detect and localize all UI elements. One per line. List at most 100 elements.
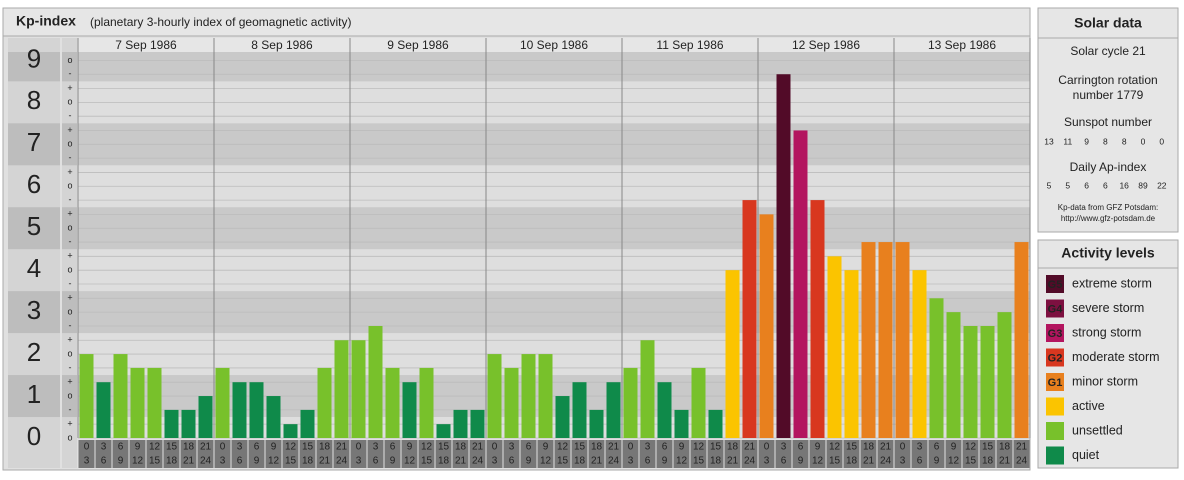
interval-start: 12 [421, 442, 433, 453]
interval-cell [435, 440, 452, 468]
minor-tick-label: o [67, 307, 72, 317]
y-tick-label: 7 [27, 127, 41, 157]
interval-start: 15 [302, 442, 314, 453]
bar [606, 382, 621, 438]
interval-cell [95, 440, 112, 468]
interval-end: 6 [373, 456, 379, 467]
interval-start: 15 [710, 442, 722, 453]
activity-title: Activity levels [1061, 245, 1155, 261]
interval-end: 24 [336, 456, 348, 467]
interval-start: 0 [900, 442, 906, 453]
interval-cell [248, 440, 265, 468]
bar [317, 367, 332, 438]
interval-end: 24 [472, 456, 484, 467]
bar [657, 382, 672, 438]
legend-label: active [1072, 399, 1105, 413]
band [62, 207, 77, 250]
legend-swatch [1046, 299, 1064, 318]
interval-cell [78, 440, 95, 468]
minor-tick-label: o [67, 223, 72, 233]
interval-cell [724, 440, 741, 468]
interval-start: 0 [764, 442, 770, 453]
interval-cell [571, 440, 588, 468]
interval-end: 18 [302, 456, 314, 467]
minor-tick-label: + [67, 125, 72, 135]
band [8, 291, 60, 334]
minor-tick-label: - [69, 153, 72, 163]
interval-end: 9 [798, 456, 804, 467]
date-label: 13 Sep 1986 [928, 38, 996, 52]
band [62, 291, 77, 334]
minor-tick-label: - [69, 69, 72, 79]
minor-tick-label: + [67, 83, 72, 93]
interval-cell [809, 440, 826, 468]
interval-end: 24 [744, 456, 756, 467]
ap-value: 5 [1065, 180, 1070, 190]
bar [844, 270, 859, 438]
bar [793, 130, 808, 439]
legend-badge: G4 [1048, 303, 1064, 315]
date-label: 10 Sep 1986 [520, 38, 588, 52]
interval-end: 24 [200, 456, 212, 467]
interval-end: 15 [829, 456, 841, 467]
minor-tick-label: - [69, 111, 72, 121]
interval-end: 18 [846, 456, 858, 467]
interval-start: 3 [101, 442, 107, 453]
interval-end: 18 [438, 456, 450, 467]
bar [232, 382, 247, 438]
interval-end: 15 [149, 456, 161, 467]
legend-label: unsettled [1072, 423, 1123, 437]
interval-end: 9 [526, 456, 532, 467]
minor-tick-label: o [67, 390, 72, 400]
interval-start: 21 [336, 442, 348, 453]
interval-cell [163, 440, 180, 468]
bar [708, 409, 723, 438]
interval-start: 3 [509, 442, 515, 453]
ap-title: Daily Ap-index [1070, 160, 1147, 174]
interval-cell [962, 440, 979, 468]
bar [725, 270, 740, 438]
interval-end: 6 [237, 456, 243, 467]
interval-cell [367, 440, 384, 468]
interval-start: 9 [271, 442, 277, 453]
interval-cell [146, 440, 163, 468]
y-tick-label: 9 [27, 43, 41, 73]
bar [742, 200, 757, 438]
minor-tick-label: o [67, 139, 72, 149]
bar [589, 409, 604, 438]
legend-label: severe storm [1072, 301, 1144, 315]
interval-start: 21 [472, 442, 484, 453]
interval-start: 15 [846, 442, 858, 453]
interval-end: 12 [812, 456, 824, 467]
interval-start: 15 [438, 442, 450, 453]
interval-cell [690, 440, 707, 468]
interval-cell [911, 440, 928, 468]
legend-swatch [1046, 324, 1064, 342]
legend-badge: G1 [1048, 377, 1063, 389]
interval-cell [452, 440, 469, 468]
y-tick-label: 1 [27, 379, 41, 409]
bar [300, 409, 315, 438]
bar [555, 396, 570, 438]
ap-value: 5 [1047, 180, 1052, 190]
band [8, 52, 60, 82]
ap-value: 6 [1103, 180, 1108, 190]
minor-tick-label: + [67, 419, 72, 429]
interval-cell [860, 440, 877, 468]
interval-end: 9 [118, 456, 124, 467]
y-tick-label: 3 [27, 295, 41, 325]
bar [436, 424, 451, 438]
interval-cell [826, 440, 843, 468]
interval-end: 21 [863, 456, 875, 467]
interval-end: 3 [492, 456, 498, 467]
sunspot-value: 0 [1141, 136, 1146, 146]
interval-cell [996, 440, 1013, 468]
bar [283, 424, 298, 438]
bar [759, 214, 774, 438]
interval-end: 3 [84, 456, 90, 467]
interval-end: 3 [356, 456, 362, 467]
interval-cell [877, 440, 894, 468]
interval-end: 12 [948, 456, 960, 467]
ap-value: 22 [1157, 180, 1167, 190]
band [8, 207, 60, 250]
